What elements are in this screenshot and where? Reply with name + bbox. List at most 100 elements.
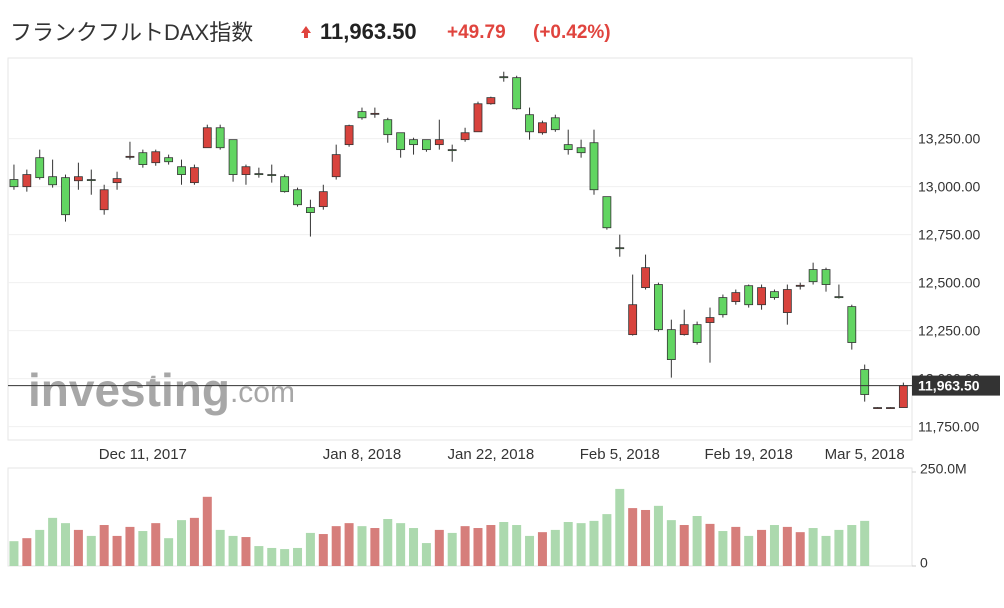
candle-body xyxy=(473,103,483,133)
volume-panel xyxy=(7,467,913,567)
x-tick-label: Feb 5, 2018 xyxy=(580,446,660,463)
last-price-label: 11,963.50 xyxy=(918,377,980,393)
candle-body xyxy=(808,269,818,283)
volume-bar xyxy=(396,523,406,566)
volume-bar xyxy=(293,547,303,566)
candle-body xyxy=(460,132,470,141)
volume-bar xyxy=(202,496,212,566)
volume-bar xyxy=(666,520,676,566)
volume-bar xyxy=(318,534,328,566)
candle-body xyxy=(795,284,805,287)
volume-bar xyxy=(679,525,689,566)
candle-body xyxy=(99,189,109,211)
volume-bar xyxy=(615,488,625,566)
price: 11,963.50 xyxy=(320,19,417,44)
candle-body xyxy=(666,329,676,360)
candle-body xyxy=(641,267,650,289)
candle-body xyxy=(718,297,728,316)
title: フランクフルトDAX指数 xyxy=(10,20,253,45)
volume-bar xyxy=(434,529,444,566)
candle-body xyxy=(447,149,457,152)
volume-bar xyxy=(125,526,135,566)
price-panel xyxy=(7,57,913,441)
watermark-main: investing xyxy=(28,364,230,416)
candle-body xyxy=(215,127,225,149)
candle-body xyxy=(190,167,199,184)
candle-body xyxy=(293,189,302,206)
candle-body xyxy=(873,407,882,409)
candle-body xyxy=(86,179,96,181)
candle-body xyxy=(9,179,19,188)
volume-bar xyxy=(692,515,702,566)
volume-bar xyxy=(744,535,754,566)
volume-bar xyxy=(305,532,315,566)
volume-bar xyxy=(48,517,58,566)
volume-bar xyxy=(576,523,586,566)
y-tick-label: 12,500.00 xyxy=(918,274,980,290)
volume-bar xyxy=(795,532,805,566)
volume-bar xyxy=(589,520,599,566)
y-tick-label: 13,000.00 xyxy=(918,178,980,194)
candle-body xyxy=(48,176,58,186)
volume-bar xyxy=(563,522,573,566)
candle-body xyxy=(241,166,251,175)
candle-body xyxy=(35,157,45,179)
candle-body xyxy=(654,284,663,331)
candle-body xyxy=(254,173,264,176)
candle-body xyxy=(422,139,431,151)
candle-body xyxy=(589,142,599,191)
volume-bar xyxy=(757,529,767,566)
volume-bar xyxy=(782,526,792,566)
volume-bar xyxy=(821,535,831,566)
volume-bar xyxy=(9,541,19,566)
volume-bar xyxy=(705,523,715,566)
volume-bar xyxy=(215,529,225,566)
candle-body xyxy=(847,306,857,343)
x-tick-label: Jan 8, 2018 xyxy=(323,446,401,463)
candle-body xyxy=(821,269,831,285)
candle-body xyxy=(306,207,315,213)
volume-bar xyxy=(409,528,419,566)
y-tick-label: 13,250.00 xyxy=(918,130,980,146)
volume-bar xyxy=(602,514,612,566)
volume-bar xyxy=(370,528,380,566)
y-tick-label: 11,750.00 xyxy=(918,418,979,434)
candle-body xyxy=(692,324,702,343)
candle-body xyxy=(125,155,135,158)
candle-body xyxy=(383,119,393,136)
candle-body xyxy=(434,139,444,146)
candle-body xyxy=(628,304,638,336)
candle-body xyxy=(318,191,328,208)
candle-body xyxy=(344,125,354,146)
volume-bar xyxy=(628,508,638,566)
y-tick-label: 12,250.00 xyxy=(918,322,980,338)
volume-bar xyxy=(499,522,509,566)
volume-bar xyxy=(267,547,277,566)
candle-body xyxy=(499,76,509,79)
y-tick-label: 12,750.00 xyxy=(918,226,980,242)
volume-bar xyxy=(228,535,238,566)
volume-tick-label: 250.0M xyxy=(920,461,967,477)
candle-body xyxy=(757,287,766,306)
volume-bar xyxy=(769,525,779,566)
volume-bar xyxy=(280,549,290,566)
candle-body xyxy=(396,132,406,151)
candle-body xyxy=(177,166,186,175)
volume-bar xyxy=(344,523,354,566)
volume-bar xyxy=(357,526,367,566)
volume-bar xyxy=(473,528,483,566)
candle-body xyxy=(409,139,418,146)
candle-body xyxy=(138,152,148,165)
volume-bar xyxy=(512,525,522,566)
volume-bar xyxy=(525,535,535,566)
volume-bar xyxy=(241,537,251,566)
last-price-tag xyxy=(912,375,1000,396)
volume-bar xyxy=(61,523,71,566)
candle-body xyxy=(744,285,754,306)
volume-bar xyxy=(35,529,45,566)
candle-body xyxy=(538,122,547,134)
volume-bar xyxy=(847,525,857,566)
volume-tick-label: 0 xyxy=(920,555,928,571)
candle-body xyxy=(615,247,625,250)
